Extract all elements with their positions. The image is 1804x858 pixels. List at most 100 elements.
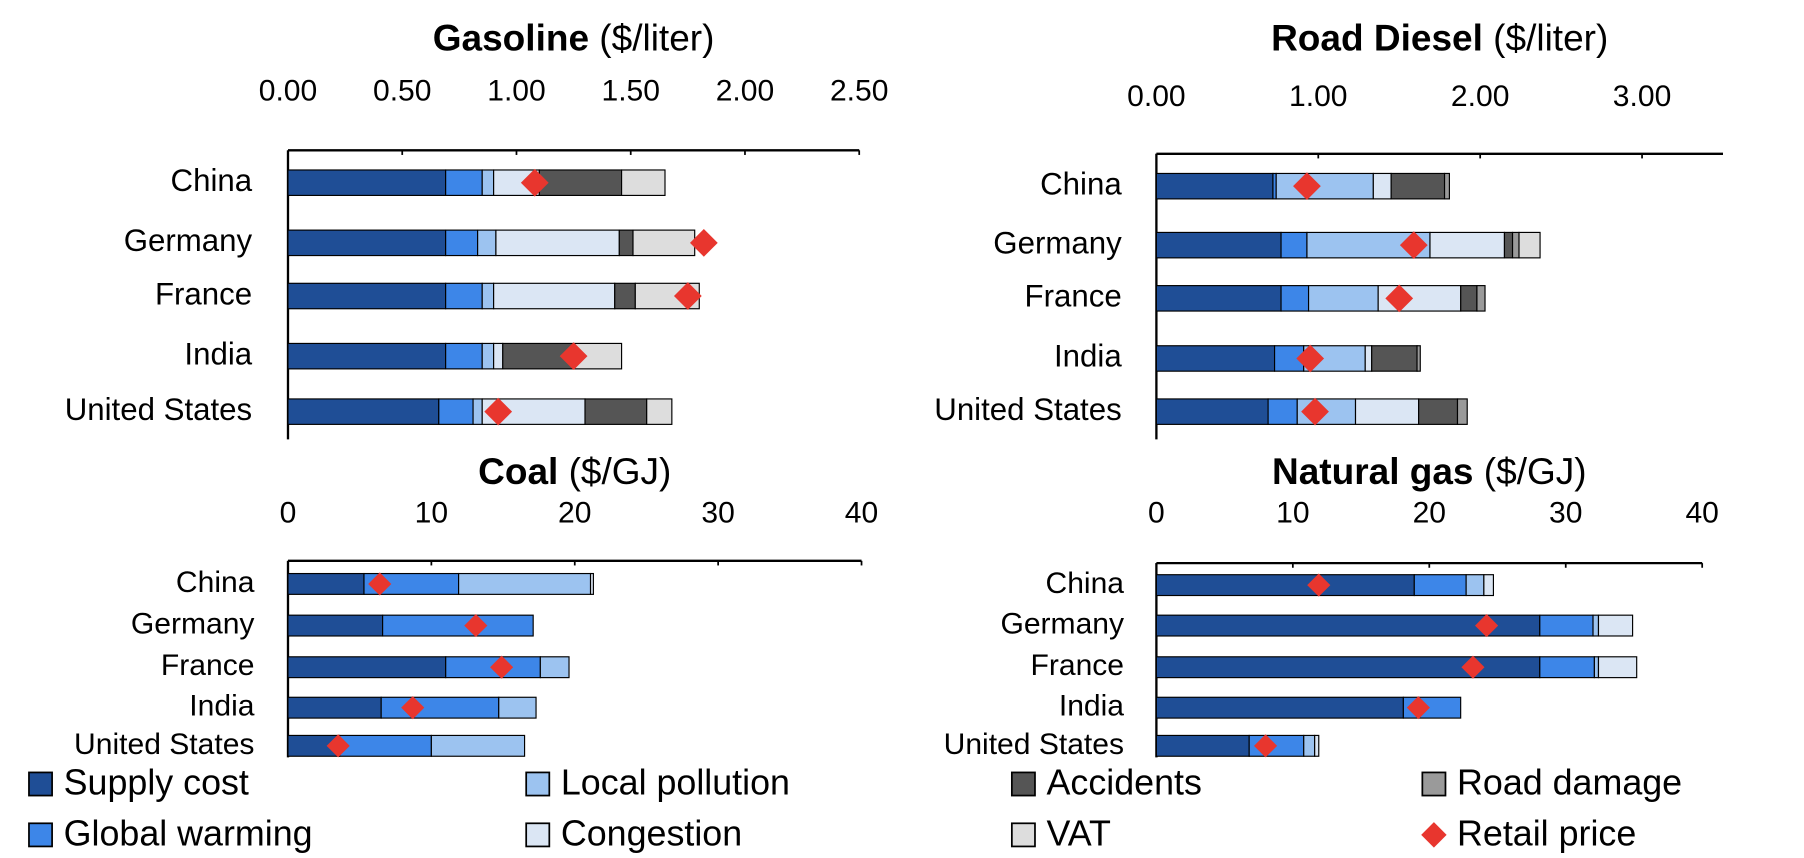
bar-segment [1364,345,1373,372]
chart-title-unit: ($/liter) [1493,17,1608,58]
legend-label: Global warming [64,813,313,853]
bar-segment [539,656,570,679]
category-label: Germany [993,225,1122,260]
legend-marker [1421,822,1447,848]
category-label: United States [934,392,1121,427]
x-tick-label: 0 [280,497,297,530]
legend-swatch [28,822,53,848]
legend-swatch [525,771,551,797]
category-label: Germany [1000,608,1124,641]
bar-segment [1354,398,1420,425]
bar-segment [1155,574,1415,597]
bar-segment [1267,398,1298,425]
chart-title: Coal ($/GJ) [478,451,671,492]
chart-title: Natural gas ($/GJ) [1272,451,1587,492]
bar-segment [1483,574,1494,597]
retail-price-marker [326,734,350,758]
chart-title: Road Diesel ($/liter) [1271,17,1608,58]
legend-swatch [525,822,551,848]
x-tick-label: 0.50 [373,74,431,107]
bar-segment [339,734,432,757]
bar-segment [1155,734,1250,757]
bar-segment [445,229,479,257]
bar-segment [287,614,384,637]
retail-price-marker [1296,344,1325,373]
bar-segment [1371,345,1418,372]
bar-segment [584,398,648,425]
bar-segment [1593,656,1600,679]
bar-segment [1503,231,1514,259]
legend-label: Retail price [1457,813,1636,853]
category-label: France [155,276,252,311]
category-label: United States [74,728,254,761]
x-tick-label: 2.00 [1451,80,1509,113]
category-label: China [171,163,253,198]
retail-price-marker [1253,734,1278,758]
bar-segment [481,342,495,370]
bar-segment [458,572,592,595]
bar-segment [1303,734,1316,757]
x-tick-label: 3.00 [1613,80,1671,113]
legend-swatch [1010,771,1036,797]
bar-segment [1155,172,1274,200]
retail-price-marker [1307,573,1331,597]
bar-segment [618,229,634,257]
bar-segment [287,229,447,257]
bar-segment [472,398,483,425]
bar-segment [538,169,623,196]
chart-title-name: Natural gas [1272,451,1474,492]
legend-swatch [1010,822,1036,848]
bar-segment [1275,172,1374,200]
x-tick-label: 0.00 [1127,80,1185,113]
bar-segment [477,229,497,257]
bar-segment [430,734,526,757]
x-tick-label: 20 [558,497,591,530]
retail-price-marker [1385,284,1414,313]
category-label: United States [65,392,252,427]
bar-segment [1539,656,1595,679]
chart-title-name: Gasoline [433,17,589,58]
bar-segment [287,656,447,679]
retail-price-marker [673,282,702,310]
retail-price-marker [1406,696,1430,720]
bar-segment [1314,734,1320,757]
x-tick-label: 10 [1276,497,1309,530]
bar-segment [1597,614,1634,637]
bar-segment [445,169,483,196]
category-label: China [1040,166,1122,201]
bar-segment [1280,285,1310,312]
x-tick-label: 1.50 [601,74,659,107]
bar-segment [632,229,696,257]
chart-title-space [1474,451,1484,492]
bar-segment [1418,398,1459,425]
chart-title-space [558,451,568,492]
category-label: Germany [124,223,253,258]
bar-segment [1429,231,1506,259]
bar-segment [1372,172,1392,200]
category-label: Germany [131,608,255,641]
category-label: India [184,336,252,371]
category-label: France [1031,649,1125,682]
category-label: China [176,566,255,599]
chart-title-unit: ($/liter) [599,17,714,58]
bar-segment [438,398,474,425]
bar-segment [1443,172,1450,200]
category-label: India [1059,690,1124,723]
bar-segment [493,342,504,370]
legend-label: Congestion [561,813,742,853]
bar-segment [287,282,447,310]
bar-segment [1456,398,1468,425]
category-label: India [1054,339,1122,374]
x-tick-label: 1.00 [487,74,545,107]
legend-swatch [28,771,53,797]
bar-segment [445,342,483,370]
retail-price-marker [1293,172,1321,201]
bar-segment [495,229,620,257]
bar-segment [1511,231,1520,259]
chart-title-space [1483,17,1493,58]
bar-segment [493,282,616,310]
category-label: India [189,690,254,723]
category-label: France [161,649,255,682]
category-label: France [1025,279,1122,314]
